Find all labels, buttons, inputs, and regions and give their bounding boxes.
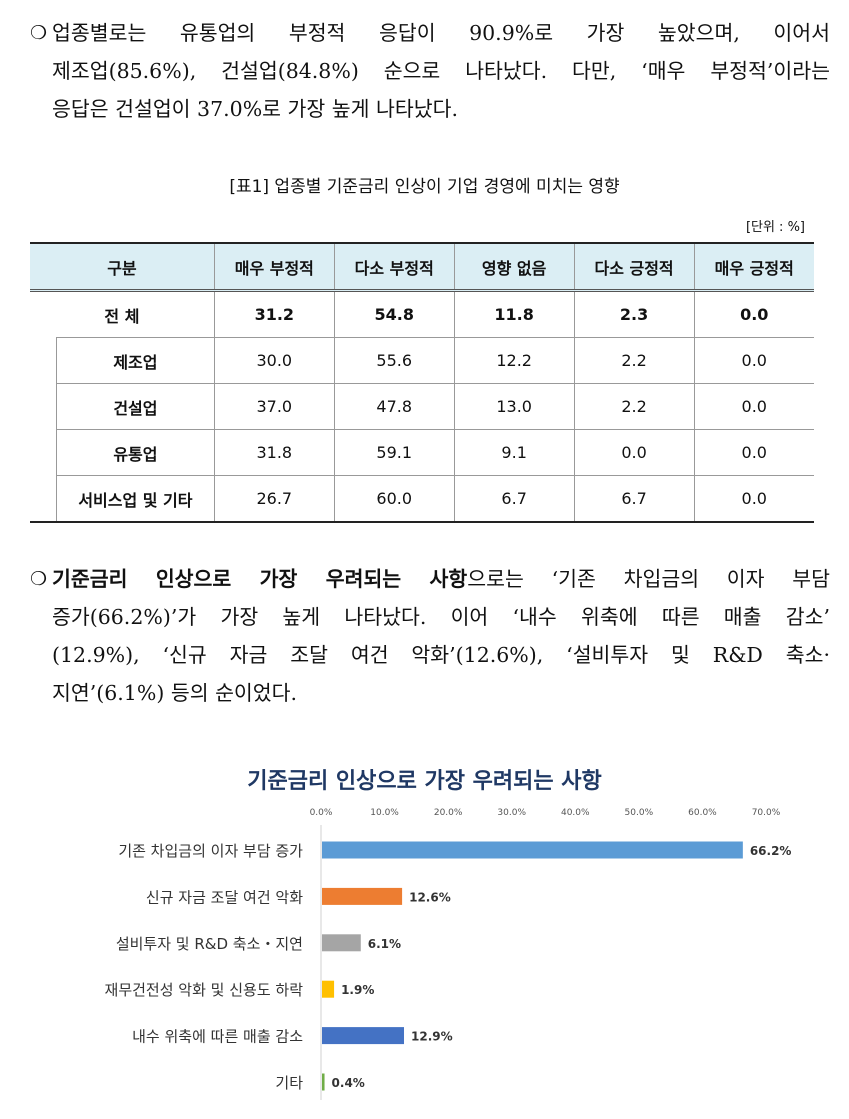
- bar-value-label: 1.9%: [341, 983, 374, 997]
- table-cell: 55.6: [333, 337, 455, 384]
- category-label: 기존 차입금의 이자 부담 증가: [118, 842, 303, 860]
- table-cell: 6.7: [453, 475, 575, 523]
- paragraph-industry-summary: ❍ 업종별로는 유통업의 부정적 응답이 90.9%로 가장 높았으며, 이어서…: [30, 14, 830, 128]
- table-caption: [표1] 업종별 기준금리 인상이 기업 경영에 미치는 영향: [229, 177, 620, 197]
- category-label: 내수 위축에 따른 매출 감소: [132, 1028, 303, 1046]
- table-gutter: [30, 338, 56, 384]
- table-unit: [단위 : %]: [745, 220, 805, 235]
- paragraph-text: 으로는 ‘기존 차입금의 이자 부담: [467, 567, 831, 591]
- category-label: 재무건전성 악화 및 신용도 하락: [105, 981, 304, 999]
- table-cell: 26.7: [213, 475, 335, 523]
- table-gutter: [30, 430, 56, 476]
- paragraph-concerns-summary: ❍ 기준금리 인상으로 가장 우려되는 사항으로는 ‘기존 차입금의 이자 부담…: [30, 560, 830, 712]
- table-gutter: [30, 475, 57, 523]
- table-cell-label: 제조업: [55, 337, 215, 384]
- table-cell-label: 유통업: [55, 429, 215, 476]
- bar-value-label: 12.9%: [411, 1030, 453, 1044]
- table-row: 건설업 37.0 47.8 13.0 2.2 0.0: [30, 383, 814, 430]
- table-header-cell: 다소 긍정적: [573, 242, 695, 292]
- bullet-icon: ❍: [30, 22, 48, 44]
- table-header-cell: 다소 부정적: [333, 242, 455, 292]
- bar-value-label: 12.6%: [409, 890, 451, 904]
- x-tick-label: 50.0%: [625, 808, 654, 818]
- bar: [322, 1027, 405, 1045]
- bar-value-label: 0.4%: [332, 1076, 365, 1090]
- table-cell: 12.2: [453, 337, 575, 384]
- table-cell: 0.0: [573, 429, 695, 476]
- table-cell: 0.0: [693, 383, 814, 430]
- table-cell-label: 건설업: [55, 383, 215, 430]
- table-cell: 0.0: [693, 290, 814, 338]
- paragraph-line: 증가(66.2%)’가 가장 높게 나타났다. 이어 ‘내수 위축에 따른 매출…: [52, 605, 830, 629]
- chart-plot: 0.0% 10.0% 20.0% 30.0% 40.0% 50.0% 60.0% 70.0% 기…: [105, 808, 792, 1100]
- table-cell-label: 서비스업 및 기타: [55, 475, 215, 523]
- x-tick-label: 60.0%: [688, 808, 717, 818]
- table-cell: 47.8: [333, 383, 455, 430]
- table-gutter: [30, 384, 56, 430]
- table-cell: 59.1: [333, 429, 455, 476]
- x-tick-label: 0.0%: [310, 808, 333, 818]
- table-header-cell: 매우 부정적: [213, 242, 335, 292]
- paragraph-line: 업종별로는 유통업의 부정적 응답이 90.9%로 가장 높았으며, 이어서: [52, 21, 830, 45]
- paragraph-line: 지연’(6.1%) 등의 순이었다.: [52, 681, 298, 705]
- industry-impact-table: 구분 매우 부정적 다소 부정적 영향 없음 다소 긍정적 매우 긍정적 전 체…: [30, 242, 814, 523]
- table-cell: 37.0: [213, 383, 335, 430]
- table-cell: 31.2: [213, 290, 335, 338]
- chart-title: 기준금리 인상으로 가장 우려되는 사항: [247, 769, 602, 794]
- table-row: 서비스업 및 기타 26.7 60.0 6.7 6.7 0.0: [30, 475, 814, 523]
- x-tick-label: 70.0%: [752, 808, 781, 818]
- paragraph-line: (12.9%), ‘신규 자금 조달 여건 악화’(12.6%), ‘설비투자 …: [52, 643, 830, 667]
- x-tick-label: 40.0%: [561, 808, 590, 818]
- bar: [322, 980, 335, 998]
- table-cell: 13.0: [453, 383, 575, 430]
- table-row: 제조업 30.0 55.6 12.2 2.2 0.0: [30, 337, 814, 384]
- table-cell: 31.8: [213, 429, 335, 476]
- x-tick-label: 20.0%: [434, 808, 463, 818]
- table-cell: 60.0: [333, 475, 455, 523]
- concerns-chart: 기준금리 인상으로 가장 우려되는 사항 0.0% 10.0% 20.0% 30.0%…: [0, 755, 849, 1119]
- table-header-cell: 구분: [30, 242, 215, 292]
- table-cell-label: 전 체: [104, 306, 140, 326]
- table-header-row: 구분 매우 부정적 다소 부정적 영향 없음 다소 긍정적 매우 긍정적: [30, 242, 814, 292]
- table-row-total: 전 체 31.2 54.8 11.8 2.3 0.0: [30, 290, 814, 338]
- table-cell: 0.0: [693, 429, 814, 476]
- table-cell: 0.0: [693, 337, 814, 384]
- table-cell: 30.0: [213, 337, 335, 384]
- table-header-cell: 영향 없음: [453, 242, 575, 292]
- bar: [322, 841, 743, 859]
- table-cell: 2.2: [573, 383, 695, 430]
- table-cell: 0.0: [693, 475, 814, 523]
- paragraph-bold-phrase: 기준금리 인상으로 가장 우려되는 사항: [52, 567, 468, 591]
- bullet-icon: ❍: [30, 568, 48, 590]
- x-tick-label: 10.0%: [370, 808, 399, 818]
- bar: [322, 1073, 325, 1091]
- bar-value-label: 6.1%: [368, 937, 401, 951]
- table-cell: 11.8: [453, 290, 575, 338]
- category-label: 기타: [275, 1074, 303, 1092]
- category-label: 신규 자금 조달 여건 악화: [146, 888, 303, 906]
- table-header-cell: 매우 긍정적: [693, 242, 814, 292]
- category-label: 설비투자 및 R&D 축소・지연: [116, 935, 303, 953]
- table-cell: 2.3: [573, 290, 695, 338]
- table-cell: 2.2: [573, 337, 695, 384]
- paragraph-line: 제조업(85.6%), 건설업(84.8%) 순으로 나타났다. 다만, ‘매우…: [52, 59, 830, 83]
- table-cell: 6.7: [573, 475, 695, 523]
- table-cell: 9.1: [453, 429, 575, 476]
- paragraph-line: 기준금리 인상으로 가장 우려되는 사항으로는 ‘기존 차입금의 이자 부담: [30, 560, 830, 598]
- table-cell: 54.8: [333, 290, 455, 338]
- table-row: 유통업 31.8 59.1 9.1 0.0 0.0: [30, 429, 814, 476]
- bar: [322, 934, 361, 952]
- bar: [322, 887, 403, 905]
- paragraph-line: 응답은 건설업이 37.0%로 가장 높게 나타났다.: [52, 97, 458, 121]
- bar-value-label: 66.2%: [750, 844, 792, 858]
- x-tick-label: 30.0%: [497, 808, 526, 818]
